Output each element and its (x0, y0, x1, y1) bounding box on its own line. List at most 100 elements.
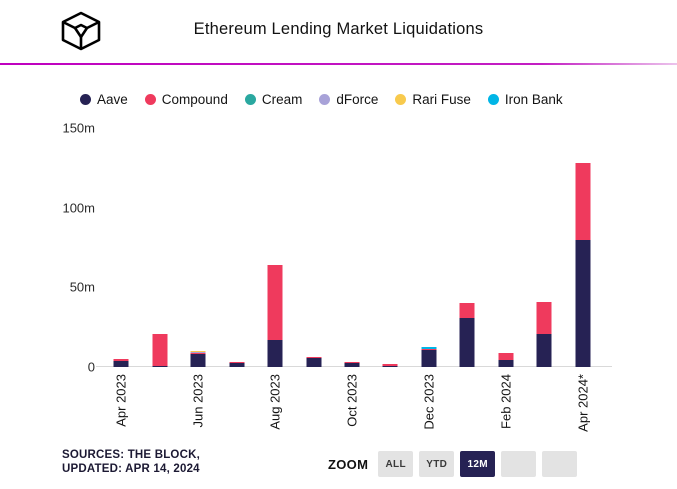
x-tick-label: Jun 2023 (190, 374, 206, 428)
zoom-button-blank-4[interactable] (542, 451, 578, 477)
legend-label: Iron Bank (504, 91, 563, 107)
plot-area (96, 128, 612, 367)
bar-slot-sep-2023 (294, 128, 332, 367)
bar-segment-aave[interactable] (459, 317, 475, 367)
bar-slot-nov-2023 (371, 128, 409, 367)
bar-segment-compound[interactable] (459, 303, 475, 318)
legend-item-aave[interactable]: Aave (80, 92, 128, 107)
bar-slot-aug-2023 (256, 128, 294, 367)
legend-label: Cream (261, 91, 303, 107)
bar-segment-aave[interactable] (498, 359, 514, 367)
stacked-bar[interactable] (229, 128, 245, 367)
bar-segment-compound[interactable] (421, 349, 437, 351)
legend-dot-icon (487, 93, 499, 105)
stacked-bar[interactable] (421, 128, 437, 367)
zoom-button-all[interactable]: ALL (378, 451, 414, 477)
stacked-bar[interactable] (152, 128, 168, 367)
legend-label: Compound (161, 91, 228, 107)
legend-item-iron-bank[interactable]: Iron Bank (487, 91, 563, 107)
stacked-bar[interactable] (113, 128, 129, 367)
sources-line1: SOURCES: THE BLOCK, (62, 449, 200, 461)
legend-dot-icon (395, 93, 407, 105)
bar-slot-feb-2024 (487, 128, 525, 367)
stacked-bar[interactable] (536, 128, 552, 367)
bar-segment-aave[interactable] (113, 361, 129, 367)
bar-slot-dec-2023 (410, 128, 448, 367)
bar-segment-aave[interactable] (536, 333, 552, 367)
y-tick-label: 100m (62, 200, 95, 216)
bar-segment-compound[interactable] (344, 362, 360, 364)
stacked-bar[interactable] (498, 128, 514, 367)
x-axis-labels: Apr 2023 Jun 2023 Aug 2023 Oct 2023 Dec 2023… (102, 374, 602, 452)
bar-slot-jul-2023 (217, 128, 255, 367)
bar-slot-oct-2023 (333, 128, 371, 367)
legend-dot-icon (244, 93, 256, 105)
stacked-bar[interactable] (382, 128, 398, 367)
bar-segment-aave[interactable] (152, 366, 168, 367)
bar-segment-iron-bank[interactable] (421, 347, 437, 350)
zoom-controls: ZOOM ALL YTD 12M (328, 451, 578, 477)
legend-item-rari-fuse[interactable]: Rari Fuse (395, 92, 471, 107)
bar-segment-aave[interactable] (382, 365, 398, 367)
accent-divider (0, 63, 677, 65)
legend-label: Aave (97, 91, 128, 107)
bar-segment-compound[interactable] (113, 359, 129, 362)
sources-note: SOURCES: THE BLOCK, UPDATED: APR 14, 202… (62, 448, 200, 476)
bar-segment-compound[interactable] (498, 352, 514, 360)
zoom-button-12m[interactable]: 12M (460, 451, 496, 477)
bar-segment-compound[interactable] (190, 352, 206, 355)
legend-label: Rari Fuse (412, 91, 471, 107)
stacked-bar[interactable] (575, 128, 591, 367)
bar-segment-compound[interactable] (306, 357, 322, 359)
zoom-label: ZOOM (328, 456, 369, 472)
chart-legend: Aave Compound Cream dForce Rari Fuse Iron Ban… (80, 88, 657, 110)
bar-segment-aave[interactable] (344, 363, 360, 367)
x-tick-label: Dec 2023 (421, 374, 437, 430)
stacked-bar[interactable] (267, 128, 283, 367)
x-tick-label: Oct 2023 (344, 374, 360, 427)
y-tick-label: 150m (62, 120, 95, 136)
bar-segment-dforce[interactable] (190, 351, 206, 353)
bar-slot-mar-2024 (525, 128, 563, 367)
bar-segment-aave[interactable] (306, 358, 322, 367)
bar-segment-compound[interactable] (152, 333, 168, 367)
bar-segment-compound[interactable] (575, 163, 591, 240)
bar-segment-aave[interactable] (229, 363, 245, 367)
stacked-bar[interactable] (344, 128, 360, 367)
bar-slot-may-2023 (140, 128, 178, 367)
legend-item-cream[interactable]: Cream (244, 91, 303, 107)
bar-segment-rari-fuse[interactable] (190, 350, 206, 353)
stacked-bar[interactable] (306, 128, 322, 367)
bar-segment-compound[interactable] (267, 265, 283, 340)
legend-dot-icon (80, 93, 91, 105)
zoom-button-ytd[interactable]: YTD (419, 451, 455, 477)
legend-dot-icon (319, 93, 331, 105)
legend-item-dforce[interactable]: dForce (319, 92, 378, 107)
bar-segment-aave[interactable] (267, 339, 283, 367)
y-tick-label: 50m (69, 279, 95, 295)
bar-slot-jan-2024 (448, 128, 486, 367)
the-block-logo (58, 10, 104, 52)
legend-label: dForce (336, 91, 379, 107)
bar-slot-apr-2024- (564, 128, 602, 367)
bar-segment-compound[interactable] (536, 301, 552, 334)
bar-segment-aave[interactable] (190, 354, 206, 367)
legend-item-compound[interactable]: Compound (144, 91, 228, 107)
x-tick-label: Aug 2023 (267, 374, 283, 430)
zoom-button-blank-3[interactable] (501, 451, 537, 477)
page-title: Ethereum Lending Market Liquidations (193, 20, 484, 38)
bar-segment-compound[interactable] (229, 362, 245, 364)
x-tick-label: Feb 2024 (498, 374, 514, 429)
bar-segment-aave[interactable] (575, 239, 591, 367)
x-tick-label: Apr 2024* (575, 374, 591, 432)
x-tick-label: Apr 2023 (113, 374, 129, 427)
header: Ethereum Lending Market Liquidations (0, 0, 677, 62)
sources-line2: UPDATED: APR 14, 2024 (62, 463, 200, 475)
bar-segment-compound[interactable] (382, 363, 398, 366)
stacked-bar[interactable] (190, 128, 206, 367)
bar-segment-aave[interactable] (421, 350, 437, 367)
bar-slot-jun-2023 (179, 128, 217, 367)
y-tick-label: 0 (87, 359, 95, 375)
stacked-bar[interactable] (459, 128, 475, 367)
